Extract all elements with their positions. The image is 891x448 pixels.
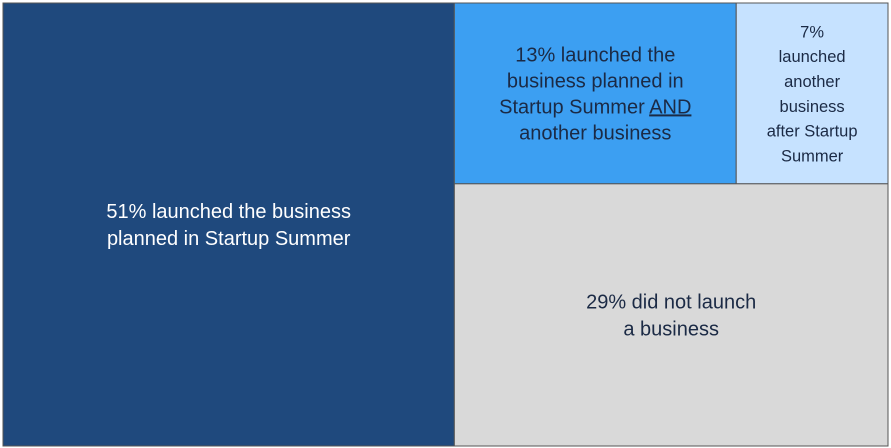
label-segment: business (780, 98, 845, 116)
treemap-block (735, 2, 889, 185)
label-segment: business planned in (507, 71, 684, 93)
label-segment: planned in Startup Summer (107, 228, 351, 250)
treemap-block (2, 2, 455, 447)
block-label-line: another business (519, 123, 671, 145)
block-label-line: 29% did not launch (586, 292, 756, 314)
block-label-line: 7% (800, 24, 824, 42)
label-segment: 51% launched the business (106, 201, 351, 223)
block-label-line: business (780, 98, 845, 116)
block-label-line: business planned in (507, 71, 684, 93)
label-segment: another business (519, 123, 671, 145)
label-segment: 13% launched the (515, 45, 675, 67)
block-label-line: another (784, 73, 840, 91)
label-segment: a business (623, 319, 719, 341)
label-segment: after Startup (767, 123, 858, 141)
block-label-line: 13% launched the (515, 45, 675, 67)
treemap-block (453, 183, 889, 447)
label-segment: another (784, 73, 840, 91)
block-label-line: after Startup (767, 123, 858, 141)
block-label-line: launched (779, 49, 846, 67)
block-label-line: Summer (781, 148, 844, 166)
label-segment: 29% did not launch (586, 292, 756, 314)
label-segment: AND (649, 97, 691, 119)
label-segment: Summer (781, 148, 844, 166)
block-label-line: planned in Startup Summer (107, 228, 351, 250)
label-segment: 7% (800, 24, 824, 42)
label-segment: launched (779, 49, 846, 67)
label-segment: Startup Summer (499, 97, 649, 119)
block-label-line: a business (623, 319, 719, 341)
block-label-line: Startup Summer AND (499, 97, 691, 119)
block-label-line: 51% launched the business (106, 201, 351, 223)
treemap-block (453, 2, 737, 185)
